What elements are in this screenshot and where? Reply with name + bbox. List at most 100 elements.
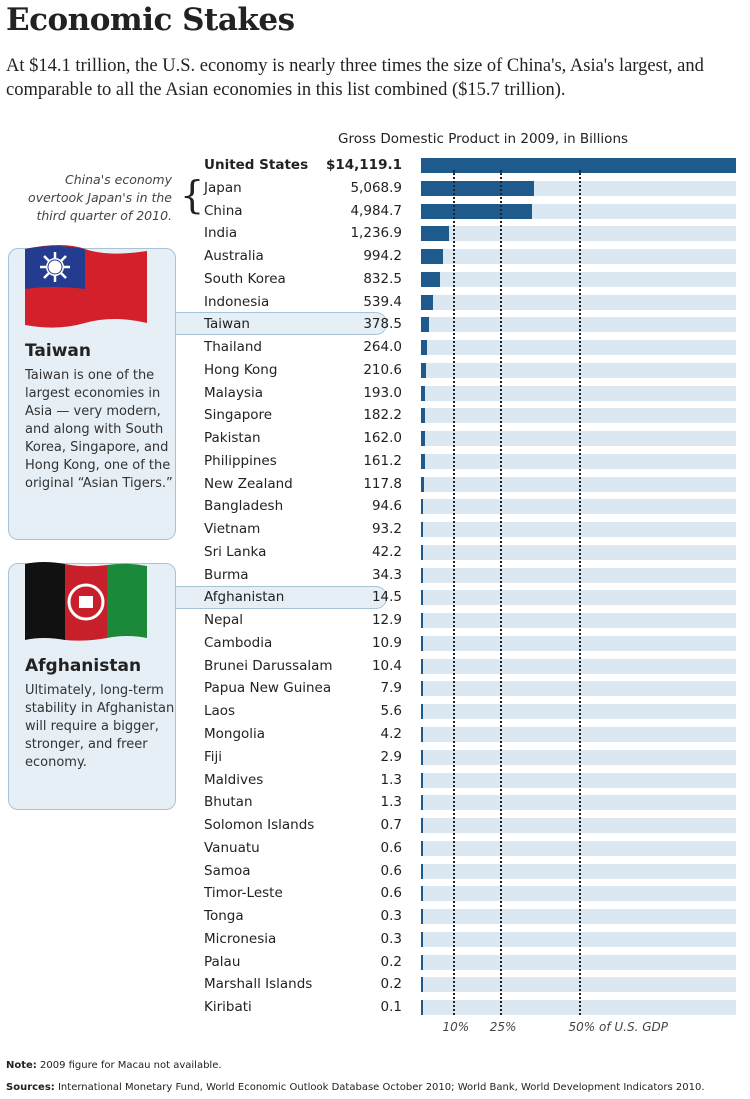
category-label: Nepal: [204, 612, 243, 629]
bar: [421, 294, 434, 310]
bar-row: Vietnam 93.2: [0, 519, 750, 541]
bar: [421, 544, 423, 560]
bar-row: Afghanistan 14.5: [0, 587, 750, 609]
value-label: 0.3: [380, 908, 402, 925]
bar: [421, 704, 423, 720]
value-label: 0.3: [380, 930, 402, 947]
reference-line: [499, 170, 502, 1015]
taiwan-row-highlight: [176, 312, 387, 335]
category-label: Samoa: [204, 862, 251, 879]
bar: [421, 499, 424, 515]
bar: [421, 613, 423, 629]
bar: [421, 385, 426, 401]
category-label: Afghanistan: [204, 589, 285, 606]
category-label: United States: [204, 157, 309, 173]
category-label: Laos: [204, 703, 236, 720]
bar-row: New Zealand 117.8: [0, 474, 750, 496]
reference-label: 50% of U.S. GDP: [568, 1020, 669, 1034]
bar-row: Bangladesh 94.6: [0, 496, 750, 518]
bar-row: Palau 0.2: [0, 952, 750, 974]
china-japan-annotation: China's economy overtook Japan's in the …: [28, 172, 172, 223]
value-label: 94.6: [371, 498, 402, 515]
bar: [421, 635, 423, 651]
afghanistan-text: Ultimately, long-term stability in Afgha…: [25, 683, 175, 770]
value-label: 0.6: [380, 885, 402, 902]
bar: [421, 795, 423, 811]
value-label: 0.7: [380, 817, 402, 834]
afghanistan-flag-icon: [25, 562, 147, 641]
bar-row: United States $14,119.1: [0, 155, 750, 177]
bar: [421, 886, 423, 902]
bar-row: Micronesia 0.3: [0, 929, 750, 951]
bar-row: Hong Kong 210.6: [0, 360, 750, 382]
sources-text: International Monetary Fund, World Econo…: [57, 1082, 705, 1093]
taiwan-heading: Taiwan: [25, 341, 91, 361]
bar-row: Burma 34.3: [0, 565, 750, 587]
bar: [421, 977, 423, 993]
bar: [421, 476, 424, 492]
taiwan-text: Taiwan is one of the largest economies i…: [25, 368, 173, 491]
note-label: Note:: [6, 1060, 37, 1071]
category-label: Tonga: [204, 908, 244, 925]
brace: {: [180, 173, 205, 217]
category-label: Papua New Guinea: [204, 680, 332, 697]
bar-row: Marshall Islands 0.2: [0, 974, 750, 996]
bar-row: China 4,984.7: [0, 201, 750, 223]
afghanistan-callout: Afghanistan Ultimately, long-term stabil…: [8, 562, 176, 810]
value-label: 0.2: [380, 953, 402, 970]
category-label: Vietnam: [204, 521, 261, 538]
note: Note: 2009 figure for Macau not availabl…: [6, 1060, 222, 1071]
bar-row: Taiwan 378.5: [0, 314, 750, 336]
value-label: 994.2: [363, 248, 402, 265]
bar-row: Bhutan 1.3: [0, 792, 750, 814]
category-label: Pakistan: [204, 430, 261, 447]
bar-row: Laos 5.6: [0, 701, 750, 723]
bar-row: Fiji 2.9: [0, 747, 750, 769]
bar-row: Malaysia 193.0: [0, 383, 750, 405]
bar: [421, 226, 449, 242]
value-label: 5.6: [380, 703, 402, 720]
category-label: Bhutan: [204, 794, 253, 811]
bar: [421, 863, 423, 879]
value-label: 4,984.7: [350, 202, 402, 219]
value-label: 182.2: [363, 407, 402, 424]
value-label: 5,068.9: [350, 179, 402, 196]
sources: Sources: International Monetary Fund, Wo…: [6, 1082, 705, 1093]
chart-title: Gross Domestic Product in 2009, in Billi…: [338, 131, 629, 147]
value-label: 4.2: [380, 726, 402, 742]
value-label: 14.5: [371, 589, 402, 606]
bar: [421, 954, 423, 970]
bar-row: Philippines 161.2: [0, 451, 750, 473]
value-label: 1.3: [380, 794, 402, 811]
reference-label: 10%: [442, 1020, 470, 1034]
taiwan-flag-icon: [25, 245, 147, 328]
category-label: New Zealand: [204, 475, 293, 492]
bar-row: Cambodia 10.9: [0, 633, 750, 655]
bar-row: Australia 994.2: [0, 246, 750, 268]
category-label: South Korea: [204, 270, 286, 287]
value-label: 832.5: [363, 270, 402, 287]
value-label: 1,236.9: [350, 225, 402, 242]
bar: [421, 681, 423, 697]
category-label: Philippines: [204, 452, 277, 469]
reference-line: [578, 170, 581, 1015]
category-label: Taiwan: [204, 316, 250, 333]
afghanistan-row-highlight: [176, 586, 387, 609]
taiwan-callout: Taiwan Taiwan is one of the largest econ…: [8, 245, 176, 540]
value-label: 193.0: [363, 384, 402, 401]
value-label: 10.4: [371, 657, 402, 674]
bar: [421, 658, 423, 674]
category-label: Palau: [204, 953, 241, 970]
category-label: China: [204, 202, 243, 219]
bar-row: Papua New Guinea 7.9: [0, 678, 750, 700]
bar: [421, 271, 440, 287]
bar-row: Thailand 264.0: [0, 337, 750, 359]
reference-line: [452, 170, 455, 1015]
category-label: Burma: [204, 566, 249, 583]
value-label: 0.2: [380, 976, 402, 993]
category-label: Indonesia: [204, 293, 270, 310]
bar: [421, 909, 423, 925]
value-label: 0.6: [380, 839, 402, 856]
value-label: 378.5: [363, 316, 402, 333]
category-label: Kiribati: [204, 999, 252, 1016]
